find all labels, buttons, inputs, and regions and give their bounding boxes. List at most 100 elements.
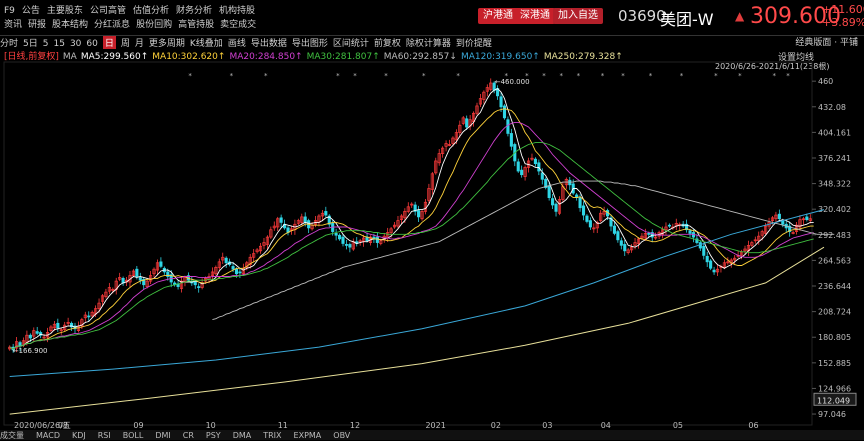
- ma5-line: [9, 87, 814, 350]
- candle-body-173: [602, 211, 606, 215]
- candlestick-chart[interactable]: 460 432.08 404.161 376.241 348.322 320.402 292…: [0, 60, 864, 430]
- toolbar-item-0[interactable]: 分时: [0, 39, 19, 49]
- indicator-tabs: 成交量 MACD KDJ RSI BOLL DMI CR PSY DMA TRIX EXPMA OBV: [0, 430, 864, 440]
- candle-body-180: [626, 249, 630, 254]
- x-tick-label-7: 03: [542, 421, 552, 430]
- menu2-item-5[interactable]: 高管持股: [178, 20, 215, 30]
- indicator-tab-5[interactable]: DMI: [155, 431, 171, 440]
- indicator-tab-0[interactable]: 成交量: [0, 431, 24, 440]
- menu1-item-4[interactable]: 估值分析: [132, 6, 169, 16]
- candle-body-188: [654, 236, 658, 239]
- toolbar-item-1[interactable]: 5日: [23, 39, 38, 49]
- y-tick-label-8: 236.644: [818, 282, 851, 291]
- candle-body-138: [482, 91, 486, 100]
- toolbar-item-12[interactable]: 导出数据: [250, 39, 287, 49]
- indicator-tab-11[interactable]: OBV: [333, 431, 351, 440]
- candle-body-177: [616, 231, 620, 241]
- menu1-item-3[interactable]: 公司高管: [89, 6, 126, 16]
- toolbar-item-5[interactable]: 60: [86, 39, 98, 49]
- candle-body-86: [303, 216, 307, 223]
- indicator-tab-7[interactable]: PSY: [205, 431, 221, 440]
- menu2-item-2[interactable]: 股本结构: [52, 20, 89, 30]
- candle-body-98: [344, 244, 348, 246]
- candle-body-191: [664, 226, 668, 231]
- toolbar-item-14[interactable]: 区间统计: [332, 39, 369, 49]
- ma120-line: [9, 209, 825, 377]
- candle-body-183: [636, 238, 641, 244]
- toolbar-item-6[interactable]: 日: [102, 36, 116, 49]
- menu1-item-2[interactable]: 主要股东: [46, 6, 83, 16]
- event-marker-15: *: [649, 72, 653, 80]
- candle-body-9: [39, 332, 43, 336]
- menu1-item-6[interactable]: 机构持股: [218, 6, 255, 16]
- candle-body-111: [389, 228, 393, 233]
- candle-body-50: [179, 280, 184, 289]
- toolbar-item-10[interactable]: K线叠加: [189, 39, 223, 49]
- toolbar-item-13[interactable]: 导出图形: [291, 39, 328, 49]
- toolbar-item-8[interactable]: 月: [134, 39, 144, 49]
- candle-body-41: [149, 275, 153, 282]
- indicator-tab-8[interactable]: DMA: [232, 431, 252, 440]
- candle-body-39: [142, 278, 146, 286]
- menu2-item-4[interactable]: 股份回购: [136, 20, 173, 30]
- candle-body-128: [447, 144, 452, 146]
- ma-legend-item-3: MA10:302.620↑: [152, 52, 226, 62]
- candle-body-156: [544, 178, 548, 188]
- candle-body-148: [516, 161, 520, 172]
- menu2-item-0[interactable]: 资讯: [4, 20, 23, 30]
- candle-body-169: [588, 220, 592, 228]
- candle-body-160: [557, 199, 562, 214]
- ma-legend-item-2: MA5:299.560↑: [80, 52, 149, 62]
- layout-toggle[interactable]: 经典版面 · 平铺: [795, 38, 858, 48]
- candle-body-7: [32, 330, 36, 337]
- candle-body-190: [660, 229, 665, 235]
- menu2-item-6[interactable]: 卖空成交: [220, 20, 257, 30]
- toolbar-item-2[interactable]: 5: [42, 39, 49, 49]
- toolbar-item-4[interactable]: 30: [69, 39, 82, 49]
- menu1-item-0[interactable]: F9: [4, 6, 15, 16]
- y-tick-label-13: 97.046: [818, 410, 846, 419]
- menu2-item-1[interactable]: 研报: [28, 20, 47, 30]
- candle-body-126: [441, 147, 445, 154]
- indicator-tab-6[interactable]: CR: [182, 431, 194, 440]
- y-tick-label-9: 208.724: [818, 308, 851, 317]
- candle-body-13: [52, 323, 56, 329]
- toolbar-item-3[interactable]: 15: [53, 39, 65, 49]
- indicator-tab-10[interactable]: EXPMA: [293, 431, 322, 440]
- set-ma-button[interactable]: 设置均线: [778, 53, 815, 63]
- badge-hk-shenzhen[interactable]: 深港通: [515, 8, 555, 24]
- ma-legend-item-0: [日线,前复权]: [4, 52, 59, 62]
- y-tick-label-4: 348.322: [818, 180, 851, 189]
- candle-body-203: [705, 255, 709, 263]
- candle-body-120: [420, 211, 424, 220]
- event-marker-8: *: [504, 72, 508, 80]
- x-tick-label-4: 12: [350, 421, 360, 430]
- menu1-item-1[interactable]: 公告: [21, 6, 40, 16]
- candle-body-63: [224, 257, 228, 264]
- badge-hk-shanghai[interactable]: 沪港通: [478, 8, 518, 24]
- candle-body-51: [183, 277, 187, 282]
- toolbar-item-15[interactable]: 前复权: [373, 39, 401, 49]
- menu2-item-3[interactable]: 分红派息: [94, 20, 131, 30]
- add-watchlist-button[interactable]: 加入自选: [553, 8, 603, 24]
- indicator-tab-4[interactable]: BOLL: [122, 431, 144, 440]
- indicator-tab-3[interactable]: RSI: [97, 431, 111, 440]
- candle-body-30: [111, 289, 115, 291]
- indicator-tab-9[interactable]: TRIX: [263, 431, 282, 440]
- toolbar-item-9[interactable]: 更多周期: [148, 39, 185, 49]
- candle-body-133: [465, 118, 469, 128]
- indicator-tab-1[interactable]: MACD: [36, 431, 60, 440]
- indicator-tab-2[interactable]: KDJ: [71, 431, 86, 440]
- event-marker-3: *: [336, 72, 340, 80]
- toolbar-item-17[interactable]: 到价提醒: [455, 39, 492, 49]
- candle-body-137: [478, 98, 482, 105]
- toolbar-item-11[interactable]: 画线: [227, 39, 246, 49]
- candle-body-12: [49, 326, 53, 331]
- toolbar-item-7[interactable]: 周: [120, 39, 130, 49]
- candle-body-209: [726, 261, 730, 264]
- candle-body-176: [612, 225, 616, 234]
- menu1-item-5[interactable]: 财务分析: [175, 6, 212, 16]
- candle-body-93: [327, 215, 331, 225]
- x-tick-label-8: 04: [601, 421, 611, 430]
- toolbar-item-16[interactable]: 除权计算器: [405, 39, 451, 49]
